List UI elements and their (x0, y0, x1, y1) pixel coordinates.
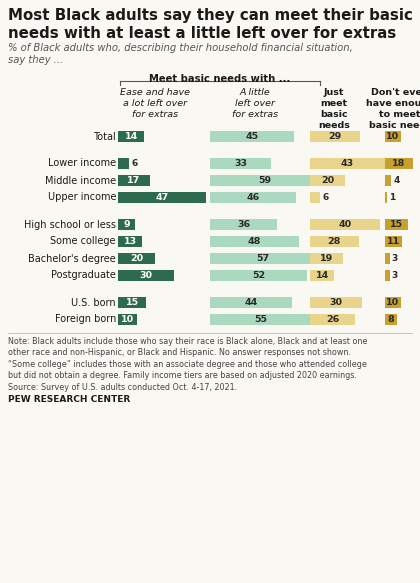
Bar (118, 219, 135, 230)
Text: 46: 46 (246, 193, 260, 202)
Text: 44: 44 (244, 298, 257, 307)
Text: 55: 55 (255, 315, 268, 324)
Text: 33: 33 (234, 159, 247, 168)
Bar (210, 219, 277, 230)
Bar (310, 131, 360, 142)
Bar (310, 270, 334, 281)
Bar (210, 236, 299, 247)
Text: 29: 29 (328, 132, 342, 141)
Text: % of Black adults who, describing their household financial situation,
say they : % of Black adults who, describing their … (8, 43, 353, 65)
Text: High school or less: High school or less (24, 220, 116, 230)
Text: 9: 9 (123, 220, 130, 229)
Text: 48: 48 (248, 237, 261, 246)
Bar (385, 270, 390, 281)
Bar (385, 314, 397, 325)
Bar (118, 297, 146, 308)
Text: 45: 45 (245, 132, 258, 141)
Text: 18: 18 (392, 159, 406, 168)
Bar (310, 158, 385, 169)
Text: A little
left over
for extras: A little left over for extras (232, 88, 278, 119)
Text: U.S. born: U.S. born (71, 297, 116, 307)
Text: Foreign born: Foreign born (55, 314, 116, 325)
Text: 57: 57 (257, 254, 270, 263)
Text: Don't even
have enough
to meet
basic needs: Don't even have enough to meet basic nee… (365, 88, 420, 130)
Text: Middle income: Middle income (45, 175, 116, 185)
Text: Lower income: Lower income (48, 159, 116, 168)
Bar (310, 253, 343, 264)
Text: 3: 3 (392, 254, 398, 263)
Text: Meet basic needs with ...: Meet basic needs with ... (149, 74, 291, 84)
Bar (118, 175, 150, 186)
Bar (118, 253, 155, 264)
Text: 19: 19 (320, 254, 333, 263)
Bar (210, 253, 316, 264)
Text: Most Black adults say they can meet their basic
needs with at least a little lef: Most Black adults say they can meet thei… (8, 8, 413, 41)
Bar (310, 175, 345, 186)
Text: 10: 10 (121, 315, 134, 324)
Text: 28: 28 (328, 237, 341, 246)
Text: 40: 40 (338, 220, 352, 229)
Bar (210, 297, 292, 308)
Bar (210, 158, 271, 169)
Text: Bachelor's degree: Bachelor's degree (28, 254, 116, 264)
Text: 26: 26 (326, 315, 339, 324)
Text: 36: 36 (237, 220, 250, 229)
Text: 30: 30 (330, 298, 343, 307)
Text: 15: 15 (390, 220, 403, 229)
Bar (385, 175, 391, 186)
Bar (385, 219, 408, 230)
Text: 1: 1 (388, 193, 395, 202)
Bar (310, 236, 359, 247)
Bar (118, 236, 142, 247)
Text: Total: Total (93, 132, 116, 142)
Text: 43: 43 (341, 159, 354, 168)
Text: 13: 13 (123, 237, 137, 246)
Text: 6: 6 (131, 159, 137, 168)
Bar (210, 270, 307, 281)
Bar (310, 192, 320, 203)
Text: 52: 52 (252, 271, 265, 280)
Text: 59: 59 (258, 176, 271, 185)
Text: 3: 3 (392, 271, 398, 280)
Bar (385, 297, 401, 308)
Text: Note: Black adults include those who say their race is Black alone, Black and at: Note: Black adults include those who say… (8, 337, 368, 392)
Text: 47: 47 (155, 193, 168, 202)
Bar (385, 158, 413, 169)
Text: 8: 8 (388, 315, 395, 324)
Bar (118, 314, 136, 325)
Text: 17: 17 (127, 176, 141, 185)
Text: 14: 14 (315, 271, 329, 280)
Text: 15: 15 (126, 298, 139, 307)
Bar (210, 175, 320, 186)
Bar (385, 253, 390, 264)
Bar (310, 314, 355, 325)
Text: 6: 6 (323, 193, 329, 202)
Bar (210, 192, 296, 203)
Bar (210, 314, 312, 325)
Text: 10: 10 (386, 298, 399, 307)
Bar (385, 192, 386, 203)
Text: Just
meet
basic
needs: Just meet basic needs (318, 88, 350, 130)
Bar (118, 192, 206, 203)
Text: 10: 10 (386, 132, 399, 141)
Text: 20: 20 (321, 176, 334, 185)
Text: 30: 30 (139, 271, 152, 280)
Text: Ease and have
a lot left over
for extras: Ease and have a lot left over for extras (120, 88, 190, 119)
Bar (310, 297, 362, 308)
Bar (385, 131, 401, 142)
Text: 20: 20 (130, 254, 143, 263)
Bar (210, 131, 294, 142)
Text: Postgraduate: Postgraduate (51, 271, 116, 280)
Text: Upper income: Upper income (47, 192, 116, 202)
Text: Some college: Some college (50, 237, 116, 247)
Text: 4: 4 (393, 176, 399, 185)
Bar (385, 236, 402, 247)
Text: 14: 14 (124, 132, 138, 141)
Text: PEW RESEARCH CENTER: PEW RESEARCH CENTER (8, 395, 130, 404)
Bar (118, 158, 129, 169)
Bar (310, 219, 380, 230)
Bar (118, 131, 144, 142)
Text: 11: 11 (387, 237, 400, 246)
Bar (118, 270, 174, 281)
